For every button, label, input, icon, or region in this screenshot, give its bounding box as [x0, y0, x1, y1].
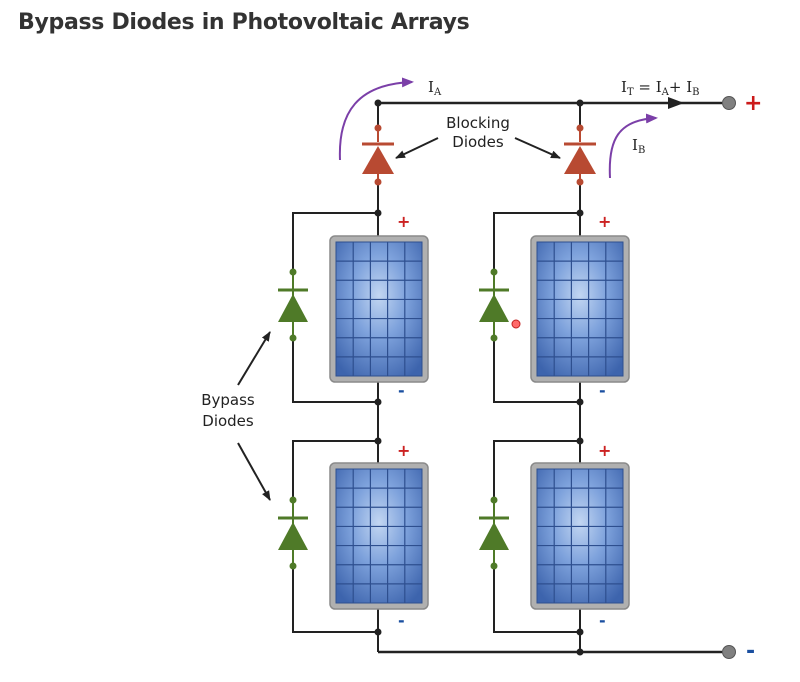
- solar-panel-b1: [530, 235, 630, 383]
- current-b-arrow: [608, 113, 658, 179]
- bypass-diodes-label-line2: Diodes: [202, 412, 254, 430]
- terminal-minus-sign: -: [746, 639, 755, 664]
- module-a2-plus: +: [397, 441, 410, 460]
- blocking-annotation-arrow-right: [514, 137, 561, 159]
- blocking-diode-a: [362, 124, 394, 186]
- current-a-arrow: [338, 77, 414, 161]
- current-total-label: IT = IA+ IB: [621, 78, 700, 98]
- module-b2-minus: -: [599, 611, 606, 630]
- module-b2-plus: +: [598, 441, 611, 460]
- bypass-annotation-arrow-down: [237, 442, 271, 501]
- negative-terminal: -: [722, 639, 755, 664]
- terminal-plus-sign: +: [744, 91, 762, 116]
- blocking-diodes-label-line2: Diodes: [452, 133, 504, 151]
- junction-dots: [374, 99, 584, 656]
- solar-panel-a1: [329, 235, 429, 383]
- module-a2-minus: -: [398, 611, 405, 630]
- page-title: Bypass Diodes in Photovoltaic Arrays: [18, 10, 470, 35]
- bypass-diode-a1: [278, 268, 308, 342]
- current-b-label: IB: [632, 136, 645, 156]
- solar-panel-a2: [329, 462, 429, 610]
- module-b1-plus: +: [598, 212, 611, 231]
- module-a1-plus: +: [397, 212, 410, 231]
- current-a-label: IA: [428, 78, 442, 98]
- bypass-diodes-label-line1: Bypass: [201, 391, 255, 409]
- solar-panel-b2: [530, 462, 630, 610]
- positive-terminal: +: [722, 91, 762, 116]
- bypass-diode-b1: [479, 268, 509, 342]
- module-a1-minus: -: [398, 381, 405, 400]
- bypass-annotation-arrow-up: [237, 331, 271, 386]
- blocking-diode-b: [564, 124, 596, 186]
- bypass-diode-a2: [278, 496, 308, 570]
- cursor-indicator: [511, 319, 521, 329]
- module-b1-minus: -: [599, 381, 606, 400]
- blocking-diodes-label-line1: Blocking: [446, 114, 510, 132]
- blocking-annotation-arrow-left: [395, 137, 439, 159]
- bypass-diode-b2: [479, 496, 509, 570]
